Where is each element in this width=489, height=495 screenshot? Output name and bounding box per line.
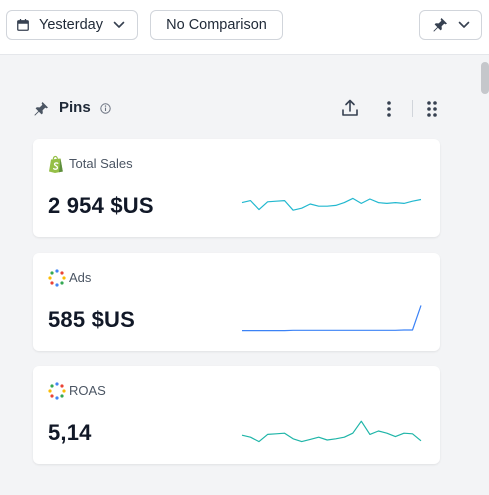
metric-label: Total Sales — [69, 156, 133, 171]
metric-label: Ads — [69, 270, 92, 285]
sparkline-chart — [241, 197, 422, 211]
sparkline-line — [241, 197, 422, 211]
pins-title: Pins — [59, 99, 91, 116]
chevron-down-icon — [113, 21, 125, 28]
pin-icon — [34, 102, 48, 116]
pin-menu-button[interactable] — [419, 10, 482, 40]
metric-value: 2 954 $US — [48, 193, 154, 218]
chevron-down-icon — [458, 21, 470, 28]
ads-icon — [48, 382, 66, 400]
ads-icon — [48, 269, 66, 287]
pins-header: Pins — [33, 98, 443, 120]
sparkline-line — [241, 420, 422, 443]
metric-value: 5,14 — [48, 420, 92, 445]
calendar-icon — [17, 19, 29, 31]
metric-card-roas[interactable]: ROAS 5,14 — [33, 366, 440, 464]
header-divider — [412, 100, 413, 117]
sparkline-chart — [241, 420, 422, 443]
more-options-icon[interactable] — [385, 100, 393, 118]
metric-value: 585 $US — [48, 307, 136, 332]
shopify-icon — [49, 155, 63, 173]
info-icon[interactable] — [100, 103, 111, 114]
drag-handle-icon[interactable] — [426, 100, 438, 118]
scrollbar-thumb[interactable] — [481, 62, 489, 94]
top-toolbar: Yesterday No Comparison — [0, 0, 489, 55]
comparison-button[interactable]: No Comparison — [150, 10, 283, 40]
metric-card-ads[interactable]: Ads 585 $US — [33, 253, 440, 351]
metric-card-total-sales[interactable]: Total Sales 2 954 $US — [33, 139, 440, 237]
comparison-label: No Comparison — [166, 17, 267, 33]
pin-icon — [433, 18, 447, 32]
sparkline-line — [242, 305, 422, 332]
sparkline-chart — [242, 305, 422, 332]
date-range-label: Yesterday — [39, 17, 103, 33]
scrollbar-track[interactable] — [477, 55, 489, 495]
export-icon[interactable] — [341, 99, 359, 117]
metric-label: ROAS — [69, 383, 106, 398]
date-range-dropdown[interactable]: Yesterday — [6, 10, 138, 40]
